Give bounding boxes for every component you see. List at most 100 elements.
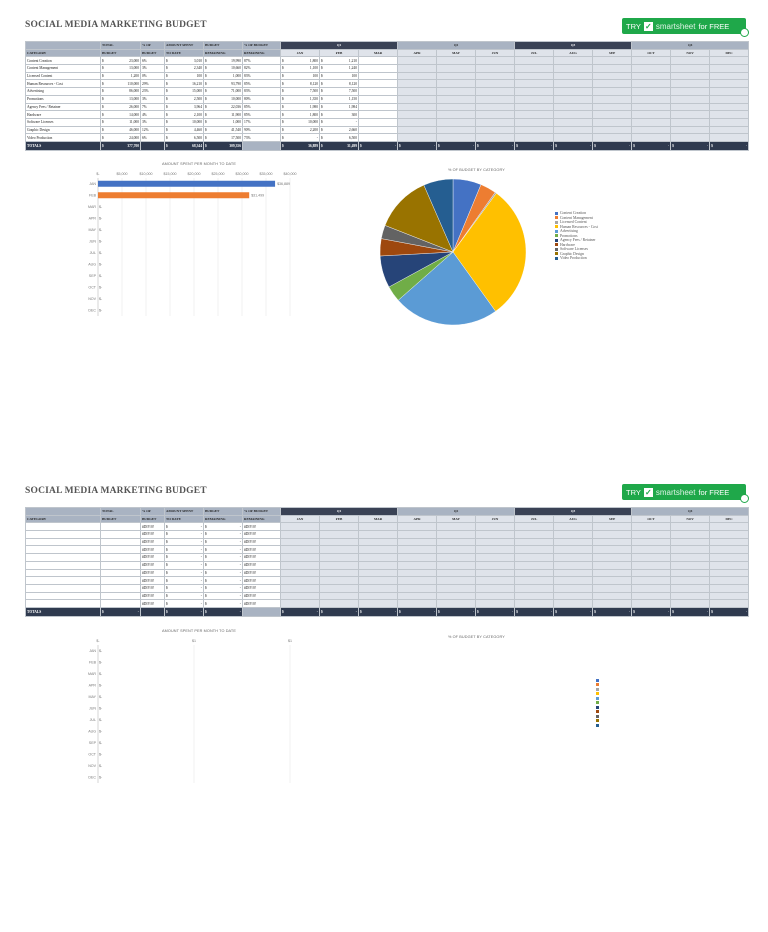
header-month-mar[interactable]: MAR bbox=[357, 48, 399, 58]
amount-spent-cell[interactable]: $ - bbox=[164, 522, 204, 532]
header-quarter-q2[interactable]: Q2 bbox=[397, 41, 516, 50]
month-cell[interactable] bbox=[709, 117, 750, 127]
month-cell[interactable] bbox=[514, 599, 555, 608]
month-cell[interactable] bbox=[592, 553, 633, 562]
month-cell[interactable] bbox=[357, 576, 399, 585]
month-cell[interactable] bbox=[592, 599, 633, 608]
month-cell[interactable] bbox=[475, 117, 516, 127]
month-cell[interactable] bbox=[670, 545, 711, 555]
header-pct[interactable]: % OF bbox=[140, 507, 165, 516]
month-cell[interactable] bbox=[319, 591, 359, 601]
month-cell[interactable] bbox=[397, 553, 438, 562]
month-cell[interactable] bbox=[436, 583, 477, 593]
pct-cell[interactable]: #DIV/0! bbox=[140, 522, 165, 532]
totals-month[interactable]: $ - bbox=[397, 140, 438, 151]
totals-pct[interactable] bbox=[140, 140, 165, 151]
month-cell[interactable] bbox=[475, 71, 516, 81]
header-month-jun[interactable]: JUN bbox=[475, 514, 516, 524]
month-cell[interactable] bbox=[357, 583, 399, 593]
category-cell[interactable] bbox=[25, 568, 101, 578]
remaining-cell[interactable]: $ - bbox=[203, 545, 243, 555]
month-cell-mar[interactable] bbox=[357, 117, 399, 127]
month-cell[interactable] bbox=[592, 64, 633, 73]
month-cell[interactable] bbox=[553, 125, 594, 135]
month-cell[interactable] bbox=[475, 94, 516, 104]
month-cell[interactable] bbox=[397, 94, 438, 104]
remaining-cell[interactable]: $41,540 bbox=[203, 125, 243, 135]
month-cell[interactable] bbox=[514, 110, 555, 119]
header-category[interactable]: CATEGORY bbox=[25, 514, 101, 524]
month-cell[interactable] bbox=[709, 591, 750, 601]
month-cell[interactable] bbox=[670, 599, 711, 608]
month-cell[interactable] bbox=[592, 545, 633, 555]
total-budget-cell[interactable] bbox=[100, 537, 141, 547]
totals-label[interactable]: TOTALS bbox=[25, 606, 101, 617]
month-cell[interactable] bbox=[397, 64, 438, 73]
amount-spent-cell[interactable]: $ - bbox=[164, 537, 204, 547]
header-month-feb[interactable]: FEB bbox=[319, 514, 359, 524]
month-cell[interactable] bbox=[475, 133, 516, 142]
amount-spent-cell[interactable]: $2,500 bbox=[164, 94, 204, 104]
header-quarter-q2[interactable]: Q2 bbox=[397, 507, 516, 516]
month-cell-jan[interactable]: $1,800 bbox=[280, 110, 320, 119]
header-spent[interactable]: AMOUNT SPENT bbox=[164, 507, 204, 516]
month-cell[interactable] bbox=[592, 56, 633, 66]
month-cell[interactable] bbox=[592, 79, 633, 89]
remaining-cell[interactable]: $10,660 bbox=[203, 64, 243, 73]
total-budget-cell[interactable]: $11,000 bbox=[100, 117, 141, 127]
header-total[interactable]: TOTAL bbox=[100, 507, 141, 516]
header-quarter-q3[interactable]: Q3 bbox=[514, 507, 633, 516]
amount-spent-cell[interactable]: $2,100 bbox=[164, 110, 204, 119]
month-cell[interactable] bbox=[475, 64, 516, 73]
month-cell[interactable] bbox=[631, 583, 672, 593]
amount-spent-cell[interactable]: $ - bbox=[164, 568, 204, 578]
remaining-cell[interactable]: $22,036 bbox=[203, 102, 243, 112]
month-cell[interactable] bbox=[670, 576, 711, 585]
month-cell-jan[interactable]: $7,500 bbox=[280, 87, 320, 96]
month-cell[interactable] bbox=[553, 583, 594, 593]
month-cell[interactable] bbox=[436, 94, 477, 104]
month-cell[interactable] bbox=[397, 530, 438, 539]
month-cell[interactable] bbox=[670, 568, 711, 578]
month-cell-feb[interactable]: $1,210 bbox=[319, 56, 359, 66]
remaining-cell[interactable]: $17,500 bbox=[203, 133, 243, 142]
category-cell[interactable]: Human Resources - Cost bbox=[25, 79, 101, 89]
month-cell[interactable] bbox=[397, 568, 438, 578]
totals-month[interactable]: $ - bbox=[592, 140, 633, 151]
pct-cell[interactable]: 12% bbox=[140, 125, 165, 135]
month-cell-mar[interactable] bbox=[357, 133, 399, 142]
total-budget-cell[interactable] bbox=[100, 530, 141, 539]
month-cell[interactable] bbox=[631, 599, 672, 608]
pct-cell[interactable]: 0% bbox=[140, 71, 165, 81]
month-cell-jan[interactable]: $10,000 bbox=[280, 117, 320, 127]
month-cell[interactable] bbox=[319, 530, 359, 539]
month-cell[interactable] bbox=[475, 110, 516, 119]
month-cell-mar[interactable] bbox=[357, 87, 399, 96]
month-cell[interactable] bbox=[514, 568, 555, 578]
remaining-cell[interactable]: $ - bbox=[203, 599, 243, 608]
header-remaining-2[interactable]: REMAINING bbox=[203, 514, 243, 524]
month-cell-feb[interactable]: $ - bbox=[319, 117, 359, 127]
month-cell[interactable] bbox=[670, 79, 711, 89]
month-cell[interactable] bbox=[397, 599, 438, 608]
pct-remaining-cell[interactable]: #DIV/0! bbox=[242, 576, 281, 585]
month-cell[interactable] bbox=[397, 537, 438, 547]
totals-spent[interactable]: $ - bbox=[164, 606, 204, 617]
amount-spent-cell[interactable]: $4,460 bbox=[164, 125, 204, 135]
month-cell[interactable] bbox=[709, 576, 750, 585]
totals-pct-rem[interactable] bbox=[242, 140, 281, 151]
header-month-aug[interactable]: AUG bbox=[553, 514, 594, 524]
remaining-cell[interactable]: $93,790 bbox=[203, 79, 243, 89]
totals-mar[interactable]: $ - bbox=[357, 140, 399, 151]
month-cell[interactable] bbox=[514, 576, 555, 585]
month-cell[interactable] bbox=[436, 530, 477, 539]
month-cell[interactable] bbox=[592, 94, 633, 104]
totals-month[interactable]: $ - bbox=[475, 606, 516, 617]
amount-spent-cell[interactable]: $ - bbox=[164, 530, 204, 539]
header-month-apr[interactable]: APR bbox=[397, 514, 438, 524]
month-cell[interactable] bbox=[631, 64, 672, 73]
month-cell[interactable] bbox=[670, 125, 711, 135]
header-total[interactable]: TOTAL bbox=[100, 41, 141, 50]
month-cell-jan[interactable]: $8,120 bbox=[280, 79, 320, 89]
month-cell[interactable] bbox=[631, 576, 672, 585]
